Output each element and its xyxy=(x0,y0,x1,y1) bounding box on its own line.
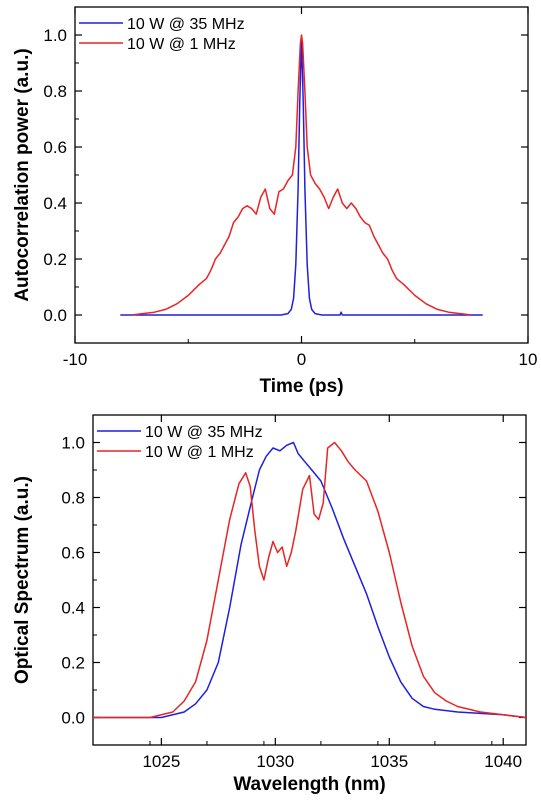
y-tick-label: 0.4 xyxy=(61,599,85,618)
y-tick-label: 0.2 xyxy=(61,654,85,673)
legend-label: 10 W @ 1 MHz xyxy=(145,444,254,461)
y-tick-label: 0.0 xyxy=(61,709,85,728)
chart-2: 1025 1030 1035 1040 0.0 0.2 0.4 0.6 0.8 1.0 10 W @… xyxy=(12,414,527,795)
y-axis-title: Autocorrelation power (a.u.) xyxy=(12,48,33,301)
chart-1: -10 0 10 0.0 0.2 0.4 0.6 0.8 1.0 10 W @ 35 MHz 10 … xyxy=(12,6,538,397)
legend-label: 10 W @ 1 MHz xyxy=(127,36,236,53)
x-tick-label: 10 xyxy=(519,350,538,369)
y-tick-label: 0.4 xyxy=(43,194,67,213)
series-line-2 xyxy=(131,34,472,316)
x-axis-title: Wavelength (nm) xyxy=(233,774,385,795)
x-tick-label: 1025 xyxy=(142,752,180,771)
x-tick-label: 1030 xyxy=(256,752,294,771)
plot-frame xyxy=(92,414,527,746)
series-line-1 xyxy=(120,37,483,316)
y-tick-label: 0.2 xyxy=(43,250,67,269)
y-tick-label: 0.6 xyxy=(61,544,85,563)
y-tick-label: 0.8 xyxy=(61,489,85,508)
y-tick-label: 1.0 xyxy=(61,434,85,453)
y-axis-title: Optical Spectrum (a.u.) xyxy=(12,476,33,684)
y-tick-label: 0.6 xyxy=(43,138,67,157)
legend-label: 10 W @ 35 MHz xyxy=(145,424,263,441)
x-tick-label: -10 xyxy=(63,350,88,369)
x-tick-label: 0 xyxy=(297,350,306,369)
y-tick-label: 1.0 xyxy=(43,26,67,45)
series-line-1 xyxy=(93,441,527,719)
x-tick-label: 1035 xyxy=(370,752,408,771)
x-tick-label: 1040 xyxy=(484,752,522,771)
y-tick-label: 0.8 xyxy=(43,82,67,101)
x-axis-title: Time (ps) xyxy=(259,376,343,397)
y-tick-label: 0.0 xyxy=(43,306,67,325)
legend-label: 10 W @ 35 MHz xyxy=(127,16,245,33)
series-line-2 xyxy=(93,441,527,719)
